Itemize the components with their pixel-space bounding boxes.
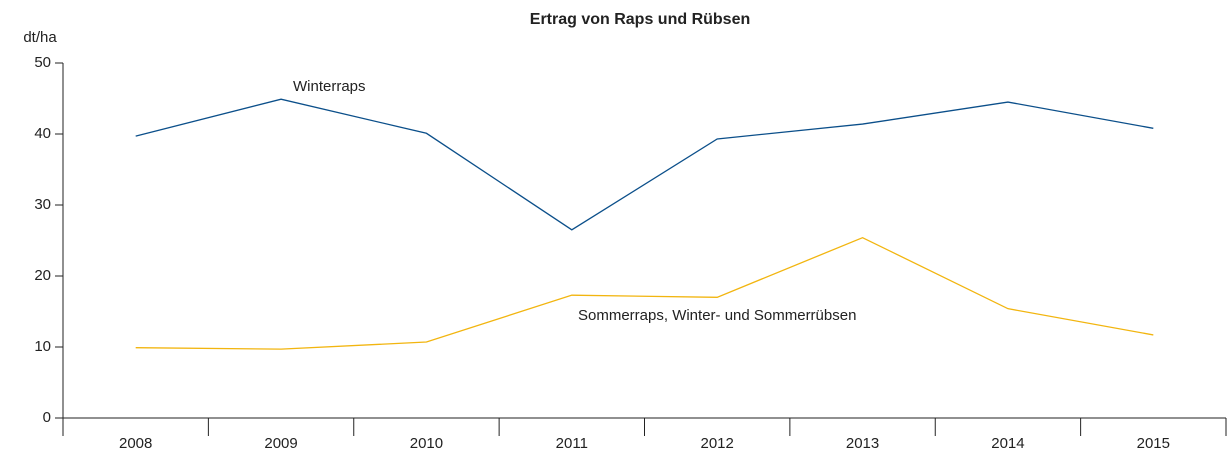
x-tick-label: 2012 xyxy=(701,435,734,452)
x-tick-label: 2008 xyxy=(119,435,152,452)
x-tick-label: 2010 xyxy=(410,435,443,452)
y-tick-label: 0 xyxy=(43,409,51,426)
x-tick-label: 2013 xyxy=(846,435,879,452)
x-tick-label: 2011 xyxy=(556,435,588,452)
series-line xyxy=(135,236,1154,350)
x-tick-label: 2009 xyxy=(264,435,297,452)
y-tick-label: 40 xyxy=(34,125,51,142)
x-tick-label: 2015 xyxy=(1137,435,1170,452)
series-line xyxy=(135,98,1154,231)
x-tick-label: 2014 xyxy=(991,435,1024,452)
y-axis-label: dt/ha xyxy=(23,29,57,46)
y-tick-label: 50 xyxy=(34,54,51,71)
y-tick-label: 10 xyxy=(34,338,51,355)
series-label: Winterraps xyxy=(293,78,366,95)
y-tick-label: 20 xyxy=(34,267,51,284)
y-tick-label: 30 xyxy=(34,196,51,213)
series-label: Sommerraps, Winter- und Sommerrübsen xyxy=(578,307,856,324)
chart-title: Ertrag von Raps und Rübsen xyxy=(530,11,750,28)
